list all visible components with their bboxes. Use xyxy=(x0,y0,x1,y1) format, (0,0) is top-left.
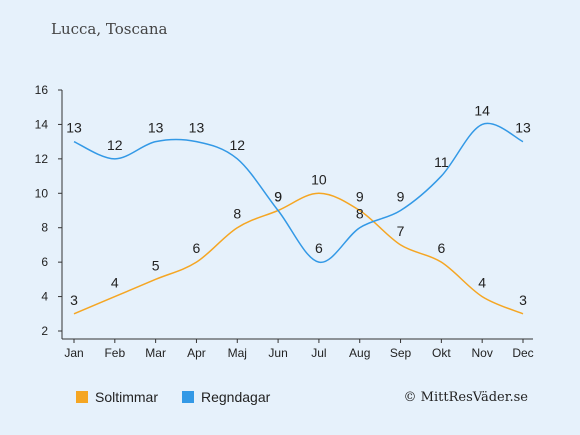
x-tick-label: Jun xyxy=(268,346,287,360)
x-tick-label: Apr xyxy=(187,346,206,360)
y-tick-label: 2 xyxy=(41,324,48,338)
x-tick-label: Dec xyxy=(512,346,533,360)
legend-item-rain: Regndagar xyxy=(182,389,270,405)
x-tick-label: Maj xyxy=(228,346,247,360)
x-tick-label: Feb xyxy=(104,346,125,360)
data-label-1: 9 xyxy=(274,189,282,205)
y-tick-label: 10 xyxy=(35,186,49,200)
data-label-0: 5 xyxy=(152,257,160,273)
y-tick-label: 8 xyxy=(41,221,48,235)
data-label-1: 11 xyxy=(434,154,449,170)
y-tick-label: 12 xyxy=(35,152,49,166)
x-tick-label: Sep xyxy=(390,346,412,360)
data-label-0: 6 xyxy=(193,240,201,256)
data-label-1: 6 xyxy=(315,240,323,256)
data-label-1: 12 xyxy=(107,137,123,153)
legend-label-sun: Soltimmar xyxy=(95,389,159,405)
data-label-0: 7 xyxy=(397,223,405,239)
data-label-0: 10 xyxy=(311,171,327,187)
x-tick-label: Mar xyxy=(145,346,166,360)
y-tick-label: 4 xyxy=(41,290,48,304)
data-label-1: 13 xyxy=(189,120,205,136)
chart-title: Lucca, Toscana xyxy=(51,20,168,38)
x-tick-label: Aug xyxy=(349,346,370,360)
legend-swatch-sun xyxy=(76,391,88,403)
x-tick-label: Jul xyxy=(311,346,326,360)
data-label-0: 9 xyxy=(356,189,364,205)
data-label-1: 12 xyxy=(229,137,245,153)
y-tick-label: 14 xyxy=(35,117,49,131)
data-label-1: 13 xyxy=(148,120,164,136)
data-label-1: 13 xyxy=(515,120,531,136)
legend-swatch-rain xyxy=(182,391,194,403)
legend-item-sun: Soltimmar xyxy=(76,389,158,405)
x-tick-label: Nov xyxy=(472,346,493,360)
data-label-0: 4 xyxy=(478,275,486,291)
data-label-0: 9 xyxy=(274,189,282,205)
data-label-1: 9 xyxy=(397,189,405,205)
data-label-0: 3 xyxy=(519,292,527,308)
series-line-1 xyxy=(73,122,524,263)
data-label-0: 3 xyxy=(70,292,78,308)
data-label-0: 4 xyxy=(111,275,119,291)
axes: 2 4 6 8 10 12 14 16 Jan Feb Mar Apr Maj Jun Jul Aug Sep O… xyxy=(35,83,534,360)
series-line-0 xyxy=(73,192,524,315)
x-tick-label: Okt xyxy=(432,346,451,360)
credit-text: © MittResVäder.se xyxy=(403,390,528,405)
y-tick-label: 6 xyxy=(41,255,48,269)
data-label-1: 8 xyxy=(356,206,364,222)
data-label-1: 13 xyxy=(66,120,82,136)
x-tick-label: Jan xyxy=(64,346,83,360)
series-lines xyxy=(73,122,524,315)
data-label-1: 14 xyxy=(474,102,490,118)
legend-label-rain: Regndagar xyxy=(201,389,271,405)
y-tick-label: 16 xyxy=(35,83,49,97)
data-label-0: 6 xyxy=(437,240,445,256)
data-label-0: 8 xyxy=(233,206,241,222)
